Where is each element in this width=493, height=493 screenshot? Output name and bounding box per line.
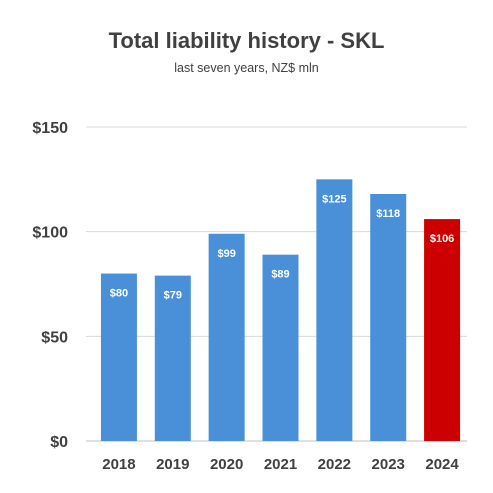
data-label-2019: $79 xyxy=(164,290,182,302)
y-tick-label: $150 xyxy=(32,120,68,137)
chart-title: Total liability history - SKL xyxy=(108,28,385,53)
data-label-2021: $89 xyxy=(271,269,289,281)
data-label-2020: $99 xyxy=(217,248,235,260)
data-label-2023: $118 xyxy=(376,208,400,220)
x-tick-label-2019: 2019 xyxy=(156,456,189,473)
bar-2021 xyxy=(262,254,299,441)
bar-2024 xyxy=(424,219,461,441)
y-tick-label: $0 xyxy=(50,434,68,451)
data-label-2022: $125 xyxy=(322,193,346,205)
bar-2022 xyxy=(316,179,353,442)
data-label-2024: $106 xyxy=(430,233,454,245)
bar-2019 xyxy=(154,275,191,441)
x-tick-label-2024: 2024 xyxy=(425,456,459,473)
x-tick-label-2021: 2021 xyxy=(264,456,297,473)
x-tick-label-2022: 2022 xyxy=(318,456,351,473)
bar-2018 xyxy=(100,273,137,441)
x-tick-label-2020: 2020 xyxy=(210,456,243,473)
chart-subtitle: last seven years, NZ$ mln xyxy=(174,61,319,75)
data-label-2018: $80 xyxy=(110,288,128,300)
y-tick-label: $50 xyxy=(41,329,68,346)
y-tick-label: $100 xyxy=(32,225,68,242)
bar-2023 xyxy=(370,193,407,441)
x-tick-label-2018: 2018 xyxy=(102,456,135,473)
bar-2020 xyxy=(208,233,245,441)
x-tick-label-2023: 2023 xyxy=(372,456,405,473)
